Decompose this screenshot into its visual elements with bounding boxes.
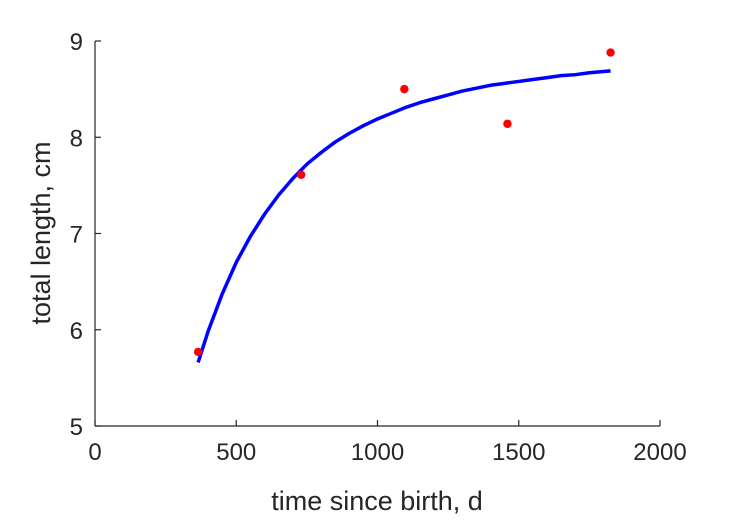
y-tick-label: 9 [70, 29, 83, 56]
x-tick-label: 1500 [492, 439, 545, 466]
y-axis-label: total length, cm [26, 141, 56, 324]
y-tick-label: 8 [70, 125, 83, 152]
data-point [193, 347, 203, 357]
plot-area: 0 500 1000 1500 2000 5 6 7 8 9 [70, 29, 687, 466]
y-tick-label: 5 [70, 414, 83, 441]
x-tick-label: 1000 [351, 439, 404, 466]
data-point [297, 170, 306, 179]
x-tick-label: 0 [88, 439, 101, 466]
y-tick-label: 7 [70, 222, 83, 249]
x-tick-label: 500 [216, 439, 256, 466]
fit-curve [196, 69, 611, 364]
x-axis-label: time since birth, d [271, 486, 483, 516]
data-point [606, 48, 615, 57]
y-tick-label: 6 [70, 318, 83, 345]
x-tick-label: 2000 [633, 439, 686, 466]
data-point [503, 119, 512, 128]
data-point [400, 84, 409, 94]
